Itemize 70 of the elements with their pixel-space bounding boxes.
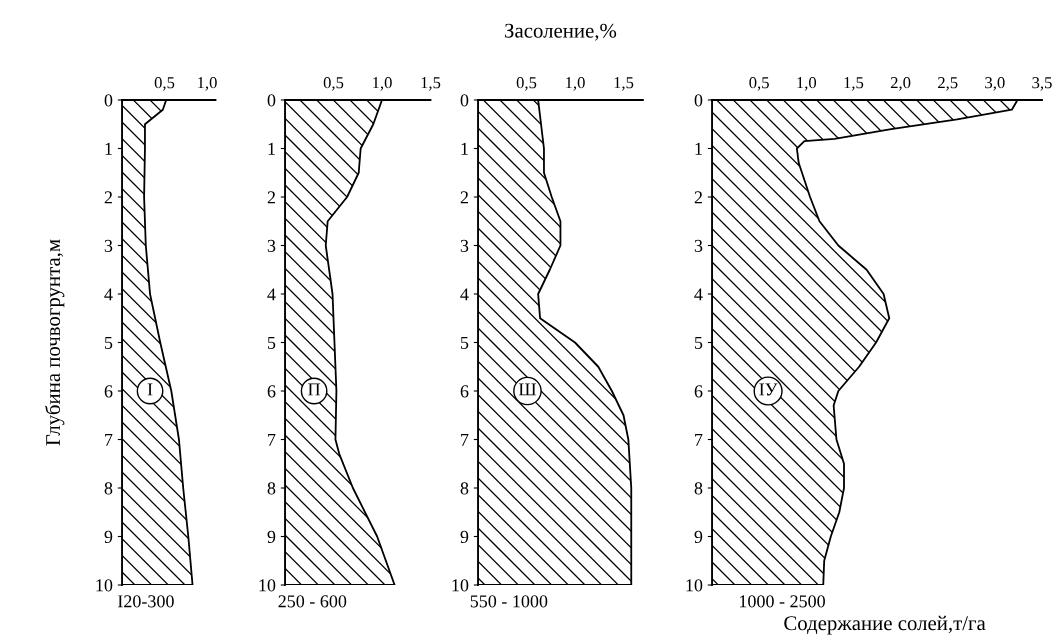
annotation: П	[308, 383, 321, 396]
y-tick-label: 5	[460, 336, 469, 349]
x-tick-label: 1,5	[421, 77, 441, 91]
x-tick-label: 1,0	[373, 77, 392, 91]
y-tick-label: 8	[694, 482, 703, 495]
y-tick-label: 10	[686, 579, 703, 592]
y-tick-label: 1	[105, 142, 112, 155]
y-tick-label: 1	[695, 142, 702, 155]
x-tick-label: 1,5	[614, 77, 634, 91]
y-tick-label: 7	[695, 433, 703, 446]
y-tick-label: 6	[460, 385, 469, 398]
y-tick-label: 3	[460, 239, 469, 252]
y-tick-label: 9	[460, 530, 469, 543]
y-tick-label: 9	[694, 530, 703, 543]
y-tick-label: 10	[259, 579, 276, 592]
y-tick-label: 10	[452, 579, 469, 592]
y-tick-label: 7	[268, 433, 276, 446]
x-axis-title: 250 - 600	[278, 595, 347, 608]
annotation: Ш	[518, 383, 537, 396]
y-tick-label: 5	[104, 336, 113, 349]
x-axis-title: 550 - 1000	[470, 595, 548, 608]
x-tick-label: 0,5	[516, 77, 537, 91]
x-tick-label: 1,5	[844, 77, 864, 91]
chart-title: Засоление,%	[505, 23, 617, 41]
y-tick-label: 2	[694, 191, 702, 204]
y-axis-title: Глубина почвогрунта,м	[44, 239, 65, 446]
y-tick-label: 7	[105, 433, 113, 446]
x-tick-label: 3,0	[985, 77, 1005, 91]
y-tick-label: 8	[460, 482, 469, 495]
y-tick-label: 2	[267, 191, 275, 204]
x-axis-title: 1000 - 2500	[739, 595, 825, 608]
y-tick-label: 8	[104, 482, 113, 495]
y-tick-label: 4	[267, 288, 276, 301]
x-tick-label: 0,5	[154, 77, 175, 91]
y-tick-label: 4	[694, 288, 703, 301]
y-tick-label: 4	[460, 288, 469, 301]
y-tick-label: 2	[104, 191, 112, 204]
text: Содержание солей,т/га	[784, 615, 986, 635]
y-tick-label: 8	[267, 482, 276, 495]
y-tick-label: 9	[267, 530, 276, 543]
y-tick-label: 1	[461, 142, 468, 155]
y-tick-label: 3	[104, 239, 113, 252]
x-tick-label: 3,5	[1032, 77, 1052, 91]
x-tick-label: 2,5	[938, 77, 958, 91]
y-tick-label: 10	[96, 579, 113, 592]
y-tick-label: 6	[267, 385, 276, 398]
y-tick-label: 3	[694, 239, 703, 252]
x-tick-label: 1,0	[797, 77, 817, 91]
annotation: IУ	[759, 383, 778, 396]
y-tick-label: 0	[267, 94, 276, 107]
y-tick-label: 6	[104, 385, 113, 398]
x-axis-title: I20-300	[117, 595, 174, 608]
y-tick-label: 2	[460, 191, 468, 204]
y-tick-label: 0	[694, 94, 703, 107]
x-tick-label: 1,0	[198, 77, 217, 91]
y-tick-label: 3	[267, 239, 276, 252]
y-tick-label: 0	[460, 94, 469, 107]
y-tick-label: 7	[461, 433, 469, 446]
y-tick-label: 5	[267, 336, 276, 349]
y-tick-label: 0	[104, 94, 113, 107]
y-tick-label: 1	[268, 142, 275, 155]
y-tick-label: 9	[104, 530, 113, 543]
y-tick-label: 6	[694, 385, 703, 398]
annotation: I	[147, 383, 153, 396]
x-tick-label: 2,0	[890, 77, 911, 91]
x-tick-label: 0,5	[749, 77, 769, 91]
x-tick-label: 0,5	[323, 77, 344, 91]
x-tick-label: 1,0	[566, 77, 585, 91]
y-tick-label: 5	[694, 336, 703, 349]
y-tick-label: 4	[104, 288, 113, 301]
